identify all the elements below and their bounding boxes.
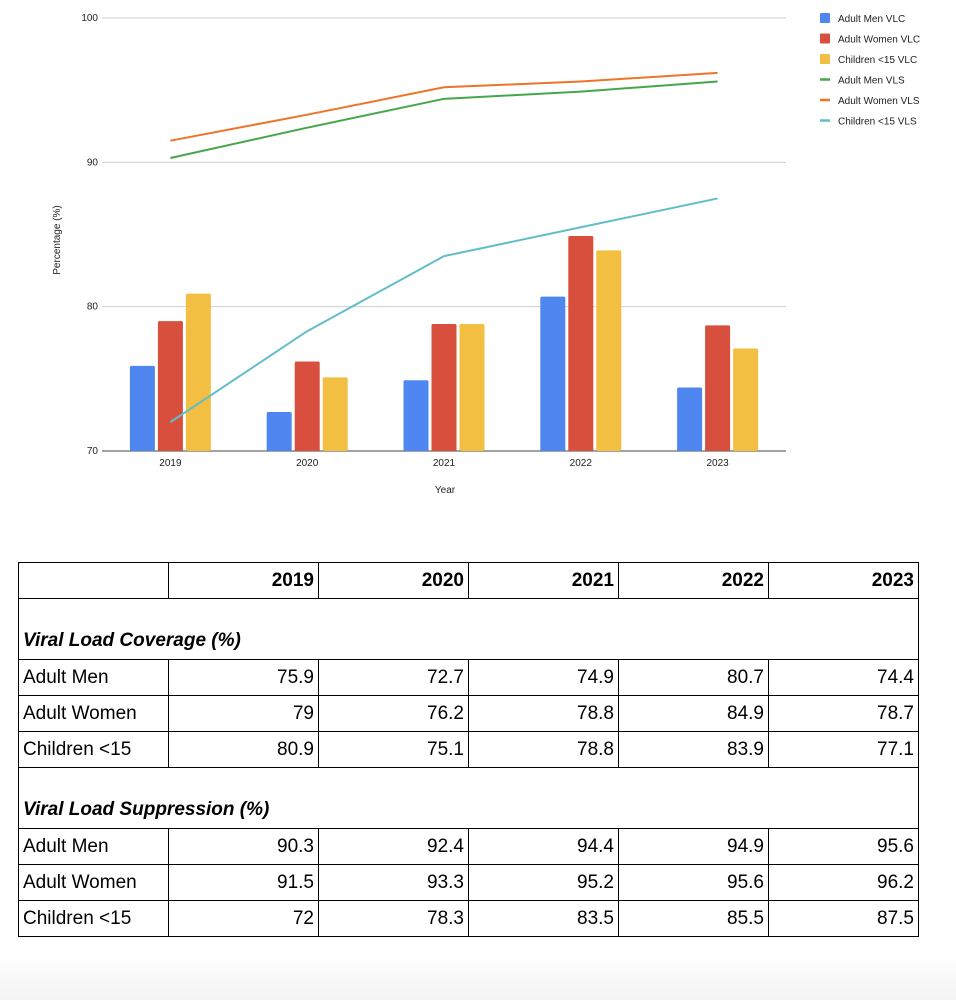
- table-cell: 79: [168, 695, 319, 732]
- table-cell: 76.2: [318, 695, 469, 732]
- table-cell: 74.9: [468, 659, 619, 696]
- bar-0-2019: [129, 365, 155, 451]
- combo-chart: 70 80 90 100 2019 2020 2021 2022 2023 Adult Men …: [52, 13, 920, 496]
- legend-label: Adult Women VLC: [838, 35, 920, 46]
- bar-2-2020: [322, 377, 348, 451]
- table-header-cell: 2021: [468, 562, 619, 599]
- bar-1-2021: [431, 323, 457, 451]
- table-cell: 95.2: [468, 864, 619, 901]
- line-series-0: [170, 80, 718, 159]
- bar-1-2019: [157, 321, 183, 451]
- bar-1-2023: [705, 325, 731, 451]
- y-tick-label: 70: [87, 446, 99, 457]
- table-cell: 92.4: [318, 828, 469, 865]
- x-tick-label: 2019: [159, 458, 182, 469]
- table-cell: 83.5: [468, 900, 619, 937]
- x-tick-label: 2023: [706, 458, 729, 469]
- bar-1-2022: [568, 235, 594, 451]
- table-cell: 95.6: [618, 864, 769, 901]
- x-axis-title: Year: [435, 485, 456, 496]
- table-section-row: Viral Load Coverage (%): [18, 598, 919, 660]
- legend-swatch: [820, 13, 830, 23]
- x-tick-label: 2022: [570, 458, 593, 469]
- table-header-cell: 2023: [768, 562, 919, 599]
- legend-label: Adult Women VLS: [838, 96, 920, 107]
- y-tick-label: 90: [87, 157, 99, 168]
- table-header-cell: 2022: [618, 562, 769, 599]
- table-cell: 78.7: [768, 695, 919, 732]
- table-cell: 94.9: [618, 828, 769, 865]
- row-label: Adult Men: [18, 659, 169, 696]
- table-cell: 80.9: [168, 731, 319, 768]
- x-tick-label: 2021: [433, 458, 456, 469]
- table-row: Adult Men 90.3 92.4 94.4 94.9 95.6: [18, 828, 919, 865]
- table-cell: 75.9: [168, 659, 319, 696]
- table-cell: 78.8: [468, 695, 619, 732]
- table-header-row: 2019 2020 2021 2022 2023: [18, 562, 919, 599]
- bar-0-2022: [540, 296, 566, 451]
- data-table: 2019 2020 2021 2022 2023 Viral Load Coverage …: [18, 562, 919, 937]
- table-cell: 72: [168, 900, 319, 937]
- row-label: Adult Women: [18, 695, 169, 732]
- section-title: Viral Load Suppression (%): [18, 767, 919, 829]
- line-series-1: [170, 71, 718, 142]
- table-header-cell: 2019: [168, 562, 319, 599]
- bar-2-2022: [596, 250, 622, 451]
- legend-swatch: [820, 54, 830, 64]
- legend-label: Adult Men VLC: [838, 14, 905, 25]
- line-series-group: [169, 71, 718, 423]
- row-label: Children <15: [18, 900, 169, 937]
- table-cell: 84.9: [618, 695, 769, 732]
- table-cell: 90.3: [168, 828, 319, 865]
- table-cell: 72.7: [318, 659, 469, 696]
- y-axis-title: Percentage (%): [52, 205, 63, 274]
- legend-label: Adult Men VLS: [838, 76, 905, 87]
- legend-label: Children <15 VLS: [838, 117, 917, 128]
- table-cell: 77.1: [768, 731, 919, 768]
- table-cell: 75.1: [318, 731, 469, 768]
- table-cell: 74.4: [768, 659, 919, 696]
- table-header-cell: [18, 562, 169, 599]
- table-cell: 83.9: [618, 731, 769, 768]
- y-tick-label: 80: [87, 302, 99, 313]
- line-series-2: [169, 197, 718, 423]
- section-title: Viral Load Coverage (%): [18, 598, 919, 660]
- table-row: Adult Women 79 76.2 78.8 84.9 78.7: [18, 695, 919, 732]
- bar-series-group: [129, 235, 759, 451]
- table-header-cell: 2020: [318, 562, 469, 599]
- table-cell: 91.5: [168, 864, 319, 901]
- legend: Adult Men VLC Adult Women VLC Children <15…: [820, 13, 920, 128]
- table-cell: 94.4: [468, 828, 619, 865]
- bar-2-2021: [459, 323, 485, 451]
- bar-0-2020: [266, 412, 292, 451]
- y-tick-label: 100: [81, 13, 98, 24]
- table-row: Adult Women 91.5 93.3 95.2 95.6 96.2: [18, 864, 919, 901]
- bar-0-2021: [403, 380, 429, 451]
- table-cell: 85.5: [618, 900, 769, 937]
- table-section-row: Viral Load Suppression (%): [18, 767, 919, 829]
- bar-2-2023: [733, 348, 759, 451]
- table-row: Children <15 72 78.3 83.5 85.5 87.5: [18, 900, 919, 937]
- table-cell: 87.5: [768, 900, 919, 937]
- table-cell: 78.3: [318, 900, 469, 937]
- row-label: Adult Men: [18, 828, 169, 865]
- table-cell: 93.3: [318, 864, 469, 901]
- row-label: Adult Women: [18, 864, 169, 901]
- bar-1-2020: [294, 361, 320, 451]
- x-tick-label: 2020: [296, 458, 319, 469]
- table-cell: 95.6: [768, 828, 919, 865]
- table-row: Children <15 80.9 75.1 78.8 83.9 77.1: [18, 731, 919, 768]
- table-cell: 96.2: [768, 864, 919, 901]
- page-bottom-band: [0, 955, 956, 1000]
- bar-0-2023: [677, 387, 703, 451]
- table-cell: 80.7: [618, 659, 769, 696]
- table-row: Adult Men 75.9 72.7 74.9 80.7 74.4: [18, 659, 919, 696]
- row-label: Children <15: [18, 731, 169, 768]
- legend-swatch: [820, 33, 830, 44]
- axes: 70 80 90 100 2019 2020 2021 2022 2023: [81, 13, 729, 469]
- legend-label: Children <15 VLC: [838, 55, 917, 66]
- table-cell: 78.8: [468, 731, 619, 768]
- bar-2-2019: [185, 293, 211, 451]
